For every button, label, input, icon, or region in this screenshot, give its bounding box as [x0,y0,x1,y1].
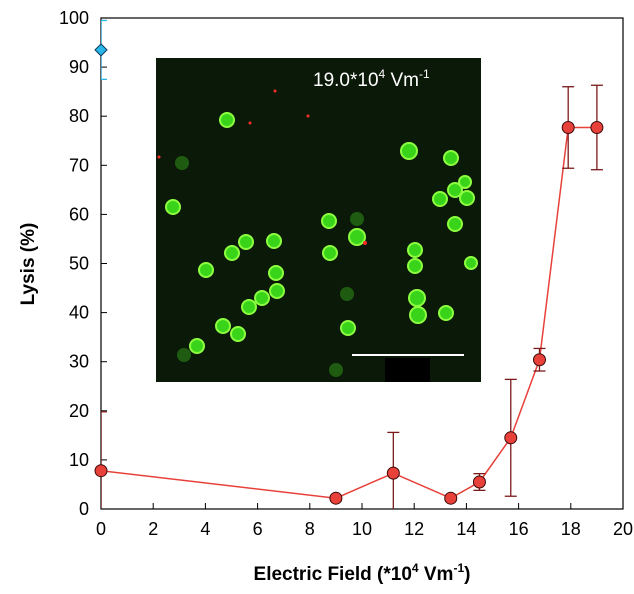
marker [329,491,343,505]
x-tick-label: 18 [561,519,581,539]
y-tick-label: 100 [59,8,89,28]
marker [472,475,486,489]
y-tick-label: 50 [69,254,89,274]
marker [532,353,546,367]
marker [94,43,108,57]
y-tick-label: 10 [69,450,89,470]
y-tick-label: 40 [69,303,89,323]
x-tick-label: 20 [613,519,633,539]
x-axis-label: Electric Field (*104 Vm-1) [254,561,471,585]
x-tick-label: 0 [96,519,106,539]
inset-label: 19.0*104 Vm-1 [313,67,430,91]
marker [504,431,518,445]
x-tick-label: 12 [404,519,424,539]
x-tick-label: 6 [253,519,263,539]
x-tick-label: 14 [456,519,476,539]
y-tick-label: 70 [69,155,89,175]
x-tick-label: 8 [305,519,315,539]
marker [444,491,458,505]
error-bar [101,411,107,509]
y-tick-label: 80 [69,106,89,126]
marker [590,120,604,134]
y-tick-label: 90 [69,57,89,77]
marker [386,466,400,480]
x-tick-label: 2 [148,519,158,539]
x-tick-label: 16 [509,519,529,539]
marker [561,120,575,134]
y-tick-label: 20 [69,401,89,421]
y-tick-label: 0 [79,499,89,519]
marker [94,464,108,478]
error-bar [101,19,107,81]
y-axis-label: Lysis (%) [18,223,39,306]
inset-micrograph [156,58,481,382]
y-tick-label: 30 [69,352,89,372]
x-tick-label: 10 [352,519,372,539]
y-tick-label: 60 [69,204,89,224]
x-tick-label: 4 [200,519,210,539]
